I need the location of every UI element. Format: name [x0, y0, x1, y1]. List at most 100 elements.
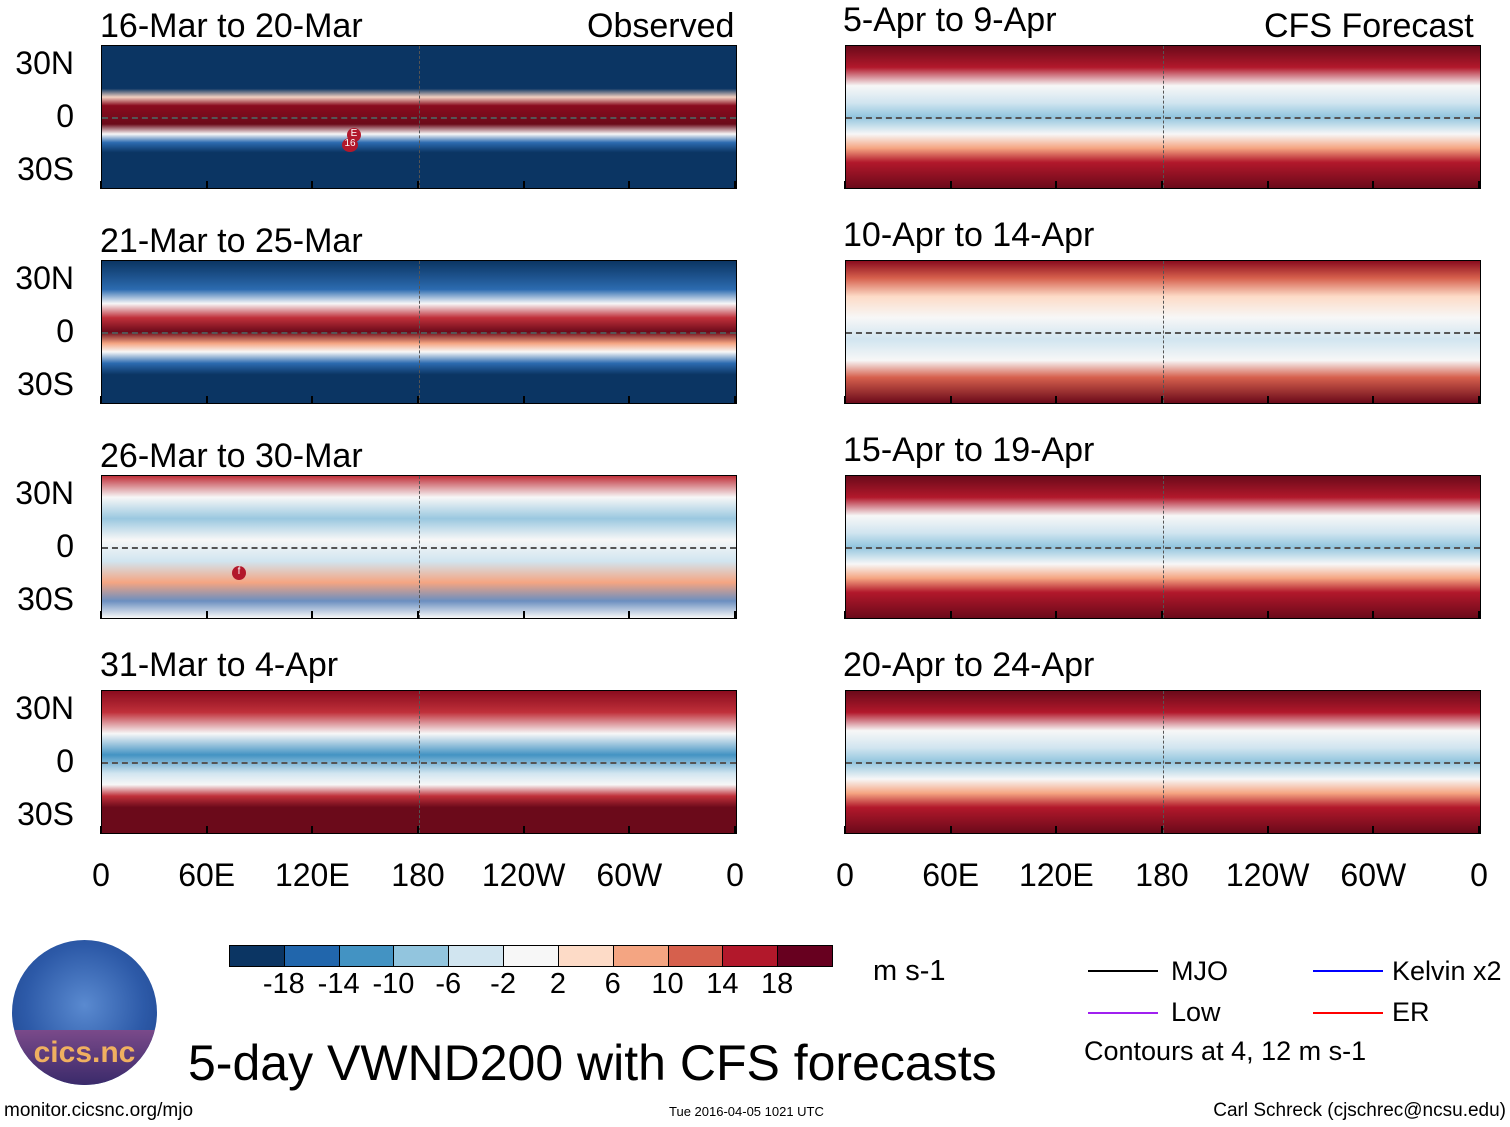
lon-tick-label: 0 — [726, 857, 744, 893]
lon-tick — [628, 826, 631, 834]
lon-tick — [1161, 611, 1163, 619]
panel-title: 15-Apr to 19-Apr — [843, 431, 1095, 469]
lon-tick — [628, 611, 631, 619]
figure-title: 5-day VWND200 with CFS forecasts — [188, 1035, 997, 1091]
lon-tick — [417, 826, 419, 834]
lat-tick-label: 0 — [56, 98, 74, 134]
colorbar-swatch — [393, 945, 450, 967]
colorbar-swatch — [229, 945, 285, 967]
colorbar-label: -10 — [372, 968, 415, 1000]
lon-tick — [417, 611, 419, 619]
footer-author: Carl Schreck (cjschrec@ncsu.edu) — [1213, 1100, 1506, 1121]
lat-tick-label: 0 — [56, 743, 74, 779]
lon-tick — [1372, 181, 1375, 189]
lon-tick — [311, 396, 314, 404]
lon-tick — [1372, 396, 1375, 404]
lon-tick — [100, 181, 102, 189]
map-panel-observed-2 — [101, 260, 737, 404]
colorbar-swatch — [722, 945, 779, 967]
colorbar-label: 14 — [706, 968, 739, 1000]
colorbar-swatch — [338, 945, 395, 967]
lon-tick — [1478, 396, 1480, 404]
lon-tick — [844, 396, 846, 404]
lon-tick-label: 60W — [596, 857, 663, 893]
legend-line-mjo — [1088, 970, 1158, 972]
lon-tick — [1266, 396, 1269, 404]
colorbar-label: -2 — [490, 968, 516, 1000]
lon-tick — [1478, 181, 1480, 189]
lon-tick — [205, 826, 208, 834]
lat-tick-label: 30S — [17, 151, 74, 187]
colorbar-swatch — [283, 945, 340, 967]
lat-tick-label: 0 — [56, 528, 74, 564]
lat-tick-label: 0 — [56, 313, 74, 349]
lon-tick — [1372, 826, 1375, 834]
lon-tick — [1372, 611, 1375, 619]
colorbar-swatch — [503, 945, 559, 967]
lat-tick-label: 30N — [15, 45, 74, 81]
lon-tick — [949, 826, 952, 834]
colorbar-swatch — [667, 945, 724, 967]
map-panel-forecast-2 — [845, 260, 1481, 404]
lat-tick-label: 30N — [15, 690, 74, 726]
legend-label-er: ER — [1392, 997, 1430, 1027]
lon-tick — [522, 181, 525, 189]
lon-tick — [1055, 611, 1058, 619]
map-panel-forecast-4 — [845, 690, 1481, 834]
panel-title: 26-Mar to 30-Mar — [100, 437, 363, 475]
storm-marker: 16 — [342, 138, 358, 152]
lon-tick — [1055, 396, 1058, 404]
lon-tick — [205, 181, 208, 189]
footer-url[interactable]: monitor.cicsnc.org/mjo — [4, 1100, 194, 1121]
colorbar-swatch — [612, 945, 669, 967]
colorbar-label: -14 — [317, 968, 360, 1000]
panel-title: 5-Apr to 9-Apr — [843, 1, 1057, 39]
lon-tick — [1478, 611, 1480, 619]
map-panel-observed-4 — [101, 690, 737, 834]
lon-tick — [844, 611, 846, 619]
lon-tick — [1055, 181, 1058, 189]
lon-tick-label: 120E — [274, 857, 350, 893]
legend-line-low — [1088, 1012, 1158, 1014]
colorbar-swatch — [557, 945, 614, 967]
lon-tick — [1161, 181, 1163, 189]
lon-tick — [100, 396, 102, 404]
lon-tick-label: 0 — [92, 857, 110, 893]
lon-tick — [734, 396, 736, 404]
lon-tick — [522, 826, 525, 834]
map-panel-forecast-1 — [845, 45, 1481, 189]
colorbar-label: 2 — [549, 968, 566, 1000]
lon-tick-label: 0 — [1470, 857, 1488, 893]
map-panel-forecast-3 — [845, 475, 1481, 619]
lon-tick — [311, 611, 314, 619]
lon-tick — [628, 396, 631, 404]
lon-tick-label: 60E — [922, 857, 980, 893]
lon-tick — [734, 181, 736, 189]
lon-tick — [1266, 181, 1269, 189]
lat-tick-label: 30N — [15, 475, 74, 511]
storm-marker: f — [232, 566, 246, 580]
legend-label-mjo: MJO — [1171, 956, 1228, 986]
lon-tick — [949, 396, 952, 404]
lon-tick-label: 120W — [1225, 857, 1310, 893]
lon-tick — [311, 826, 314, 834]
map-panel-observed-1: E 16 — [101, 45, 737, 189]
lon-tick — [522, 396, 525, 404]
panel-title: 20-Apr to 24-Apr — [843, 646, 1095, 684]
forecast-label: CFS Forecast — [1264, 7, 1474, 45]
lon-tick — [949, 611, 952, 619]
lat-tick-label: 30S — [17, 366, 74, 402]
lon-tick — [311, 181, 314, 189]
lon-tick — [844, 181, 846, 189]
colorbar-label: 18 — [761, 968, 794, 1000]
colorbar-swatch — [448, 945, 505, 967]
legend-label-low: Low — [1171, 997, 1221, 1027]
lon-tick — [100, 826, 102, 834]
colorbar-label: -18 — [262, 968, 305, 1000]
lon-tick-label: 60W — [1340, 857, 1407, 893]
footer-timestamp: Tue 2016-04-05 1021 UTC — [669, 1104, 824, 1119]
lon-tick — [949, 181, 952, 189]
lon-tick-label: 120E — [1018, 857, 1094, 893]
panel-title: 31-Mar to 4-Apr — [100, 646, 339, 684]
